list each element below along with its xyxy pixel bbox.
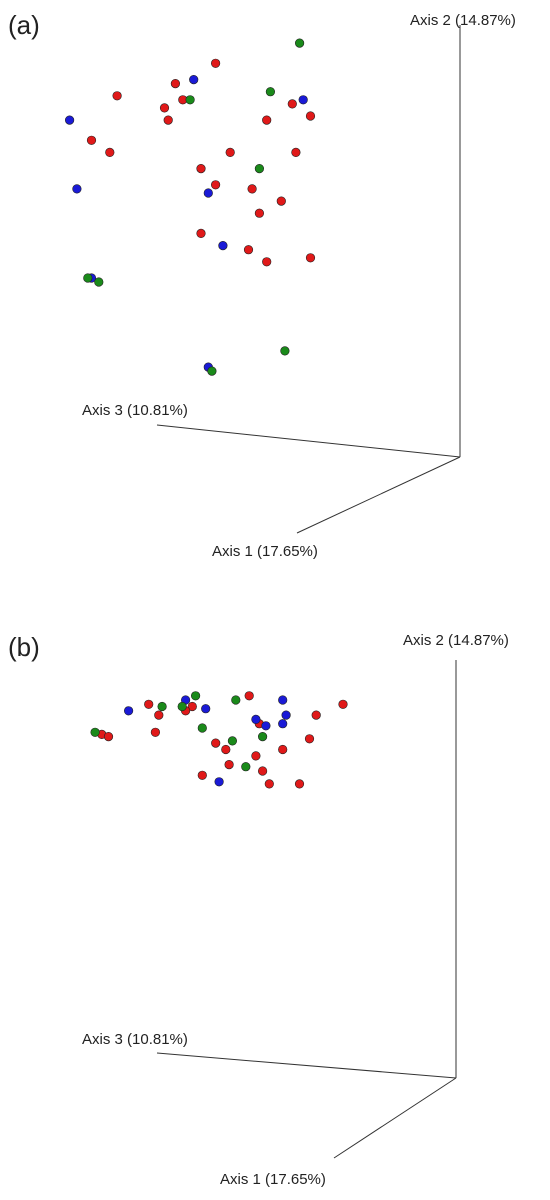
axis-3-label: Axis 3 (10.81%)	[82, 402, 188, 419]
data-point-blue	[124, 706, 134, 716]
data-point-red	[262, 115, 272, 125]
data-point-red	[211, 738, 221, 748]
data-point-blue	[72, 184, 82, 194]
chart-a-svg	[64, 25, 461, 534]
data-point-blue	[278, 719, 288, 729]
data-point-red	[305, 253, 316, 263]
data-point-red	[278, 744, 288, 755]
data-point-red	[244, 691, 254, 701]
data-point-red	[305, 111, 316, 121]
data-point-red	[294, 779, 305, 789]
data-point-red	[254, 208, 264, 218]
data-point-red	[196, 164, 206, 174]
data-point-red	[258, 766, 268, 776]
data-point-red	[225, 147, 235, 157]
data-point-green	[94, 277, 104, 287]
data-point-red	[159, 103, 170, 113]
data-point-green	[157, 701, 167, 712]
data-point-red	[221, 744, 231, 755]
data-point-red	[144, 699, 154, 709]
panel-label: (a)	[8, 10, 40, 40]
chart-b-svg	[90, 660, 457, 1159]
data-point-blue	[278, 695, 288, 705]
data-point-red	[103, 732, 114, 742]
axis-1-label: Axis 1 (17.65%)	[220, 1171, 326, 1188]
axis-2-label: Axis 2 (14.87%)	[403, 632, 509, 649]
data-point-red	[163, 115, 173, 125]
data-point-red	[112, 91, 122, 101]
data-point-blue	[189, 74, 199, 85]
data-point-red	[170, 78, 180, 89]
data-point-blue	[261, 721, 271, 731]
data-point-red	[154, 710, 164, 720]
data-point-green	[231, 695, 241, 705]
data-point-blue	[218, 241, 228, 251]
data-point-red	[247, 184, 257, 194]
data-point-red	[276, 196, 286, 206]
data-point-blue	[201, 704, 211, 714]
pcoa-panel-a: (a) Axis 2 (14.87%) Axis 3 (10.81%) Axis…	[8, 10, 516, 560]
data-point-blue	[281, 710, 291, 720]
data-point-red	[251, 751, 261, 761]
axis-1-line	[333, 1077, 457, 1159]
panel-label: (b)	[8, 632, 40, 662]
pcoa-panel-b: (b) Axis 2 (14.87%) Axis 3 (10.81%) Axis…	[0, 600, 550, 1200]
data-point-red	[196, 228, 206, 238]
data-point-green	[191, 691, 201, 701]
data-point-red	[197, 770, 207, 780]
data-point-green	[280, 346, 290, 356]
data-point-red	[262, 257, 272, 267]
data-point-green	[241, 762, 251, 772]
data-point-green	[265, 87, 276, 97]
data-point-green	[258, 732, 268, 742]
data-point-red	[291, 147, 301, 157]
axis-3-line	[156, 1052, 457, 1079]
axis-1-label: Axis 1 (17.65%)	[212, 543, 318, 560]
data-point-green	[90, 727, 100, 737]
data-point-red	[224, 760, 234, 770]
data-point-green	[177, 701, 187, 712]
data-point-red	[187, 701, 197, 712]
data-point-green	[227, 736, 237, 746]
axis-3-label: Axis 3 (10.81%)	[82, 1031, 188, 1048]
data-point-red	[105, 147, 115, 157]
data-point-red	[311, 710, 321, 720]
data-point-green	[83, 273, 93, 283]
data-point-red	[304, 734, 315, 744]
axis-3-line	[156, 424, 461, 458]
data-point-red	[338, 699, 348, 709]
data-point-blue	[251, 714, 261, 724]
data-point-blue	[214, 777, 224, 787]
data-point-red	[264, 779, 274, 789]
data-point-green	[185, 95, 195, 105]
data-point-red	[211, 58, 221, 68]
data-point-red	[243, 245, 254, 255]
data-point-blue	[203, 188, 213, 198]
data-point-red	[211, 180, 221, 190]
data-point-green	[254, 164, 264, 174]
data-point-blue	[298, 95, 308, 105]
data-point-red	[287, 99, 297, 109]
data-point-green	[197, 723, 207, 733]
data-point-red	[150, 727, 160, 737]
data-point-green	[207, 366, 217, 376]
axis-2-label: Axis 2 (14.87%)	[410, 12, 516, 29]
data-point-green	[295, 38, 305, 48]
axis-1-line	[296, 456, 461, 534]
data-point-blue	[64, 115, 75, 125]
data-point-red	[86, 135, 97, 145]
